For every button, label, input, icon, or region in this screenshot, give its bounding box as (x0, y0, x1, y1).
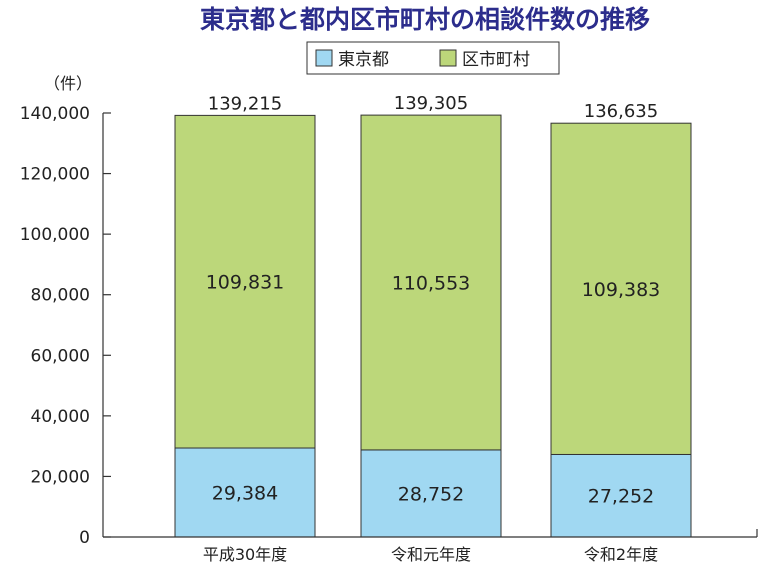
legend-label-municipalities: 区市町村 (462, 50, 530, 70)
x-category-label: 平成30年度 (203, 545, 287, 564)
chart-title: 東京都と都内区市町村の相談件数の推移 (200, 5, 650, 34)
x-axis: 平成30年度 令和元年度 令和2年度 (103, 529, 758, 564)
legend-swatch-municipalities (439, 49, 457, 67)
bar-tokyo (550, 453, 692, 538)
y-tick-label: 140,000 (20, 104, 90, 124)
bars: 29,384 109,831 139,215 28,752 110,553 139,305… (174, 93, 692, 538)
y-tick-label: 60,000 (31, 346, 90, 366)
y-tick-label: 40,000 (31, 407, 90, 427)
bar-municipalities (550, 122, 692, 455)
data-label: 28,752 (398, 483, 464, 505)
data-label: 29,384 (212, 483, 278, 505)
x-category-label: 令和2年度 (584, 545, 658, 564)
legend: 東京都 区市町村 (306, 41, 560, 75)
total-label: 139,305 (394, 93, 468, 114)
data-label: 109,383 (582, 279, 661, 301)
data-label: 27,252 (588, 486, 654, 508)
y-tick-label: 120,000 (20, 165, 90, 185)
y-tick-label: 20,000 (31, 467, 90, 487)
bar-municipalities (360, 114, 502, 451)
y-tick-label: 0 (79, 528, 90, 548)
y-tick-label: 80,000 (31, 286, 90, 306)
x-category-label: 令和元年度 (391, 545, 471, 564)
data-label: 109,831 (206, 272, 285, 294)
total-label: 136,635 (584, 101, 658, 122)
total-label: 139,215 (208, 93, 282, 114)
y-axis-unit: （件） (44, 74, 92, 93)
bar-municipalities (174, 114, 316, 449)
y-axis: 0 20,000 40,000 60,000 80,000 100,000 120,000 1… (20, 104, 111, 548)
legend-swatch-tokyo (315, 49, 333, 67)
y-tick-label: 100,000 (20, 225, 90, 245)
data-label: 110,553 (392, 273, 471, 295)
legend-label-tokyo: 東京都 (338, 50, 389, 70)
